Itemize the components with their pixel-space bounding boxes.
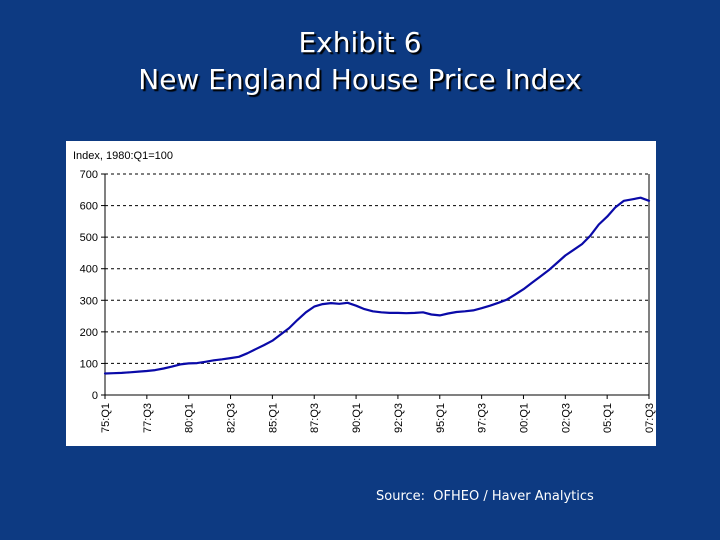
x-tick-label: 90:Q1	[351, 403, 363, 433]
y-tick-label-500: 500	[80, 232, 98, 244]
x-tick-label: 97:Q3	[477, 403, 489, 433]
series-layer	[103, 196, 651, 375]
x-tick-label: 75:Q1	[100, 403, 112, 433]
x-tick-label: 02:Q3	[560, 403, 572, 433]
y-tick-label-200: 200	[80, 327, 98, 339]
x-tick-label: 80:Q1	[184, 403, 196, 433]
chart-panel: Index, 1980:Q1=100 0 100 200 300 400 500 600 70…	[66, 141, 656, 446]
x-tick-label: 92:Q3	[393, 403, 405, 433]
x-tick-labels: 75:Q1 77:Q3 80:Q1 82:Q3 85:Q1 87:Q3 90:Q1 92:Q3…	[100, 403, 656, 433]
x-tick-label: 07:Q3	[644, 403, 656, 433]
y-tick-label-100: 100	[80, 358, 98, 370]
title-line-2: New England House Price Index	[138, 63, 582, 96]
source-note: Source: OFHEO / Haver Analytics	[376, 489, 594, 504]
y-axis-label: Index, 1980:Q1=100	[73, 150, 173, 162]
title-line-1: Exhibit 6	[298, 26, 422, 59]
x-tick-label: 82:Q3	[226, 403, 238, 433]
x-tick-label: 05:Q1	[602, 403, 614, 433]
gridlines	[105, 173, 649, 364]
series-line-0	[103, 196, 651, 375]
slide-title: Exhibit 6 New England House Price Index	[0, 24, 720, 98]
line-chart: Index, 1980:Q1=100 0 100 200 300 400 500 600 70…	[73, 150, 656, 433]
x-tick-label: 85:Q1	[267, 403, 279, 433]
x-tick-label: 87:Q3	[309, 403, 321, 433]
y-tick-label-700: 700	[80, 169, 98, 181]
x-tick-label: 95:Q1	[435, 403, 447, 433]
y-tick-label-600: 600	[80, 201, 98, 213]
y-tick-label-300: 300	[80, 295, 98, 307]
x-tick-label: 77:Q3	[142, 403, 154, 433]
x-tick-label: 00:Q1	[518, 403, 530, 433]
y-tick-labels: 0 100 200 300 400 500 600 700	[80, 169, 98, 402]
y-tick-label-400: 400	[80, 264, 98, 276]
y-tick-label-0: 0	[92, 390, 98, 402]
axes	[101, 173, 650, 399]
